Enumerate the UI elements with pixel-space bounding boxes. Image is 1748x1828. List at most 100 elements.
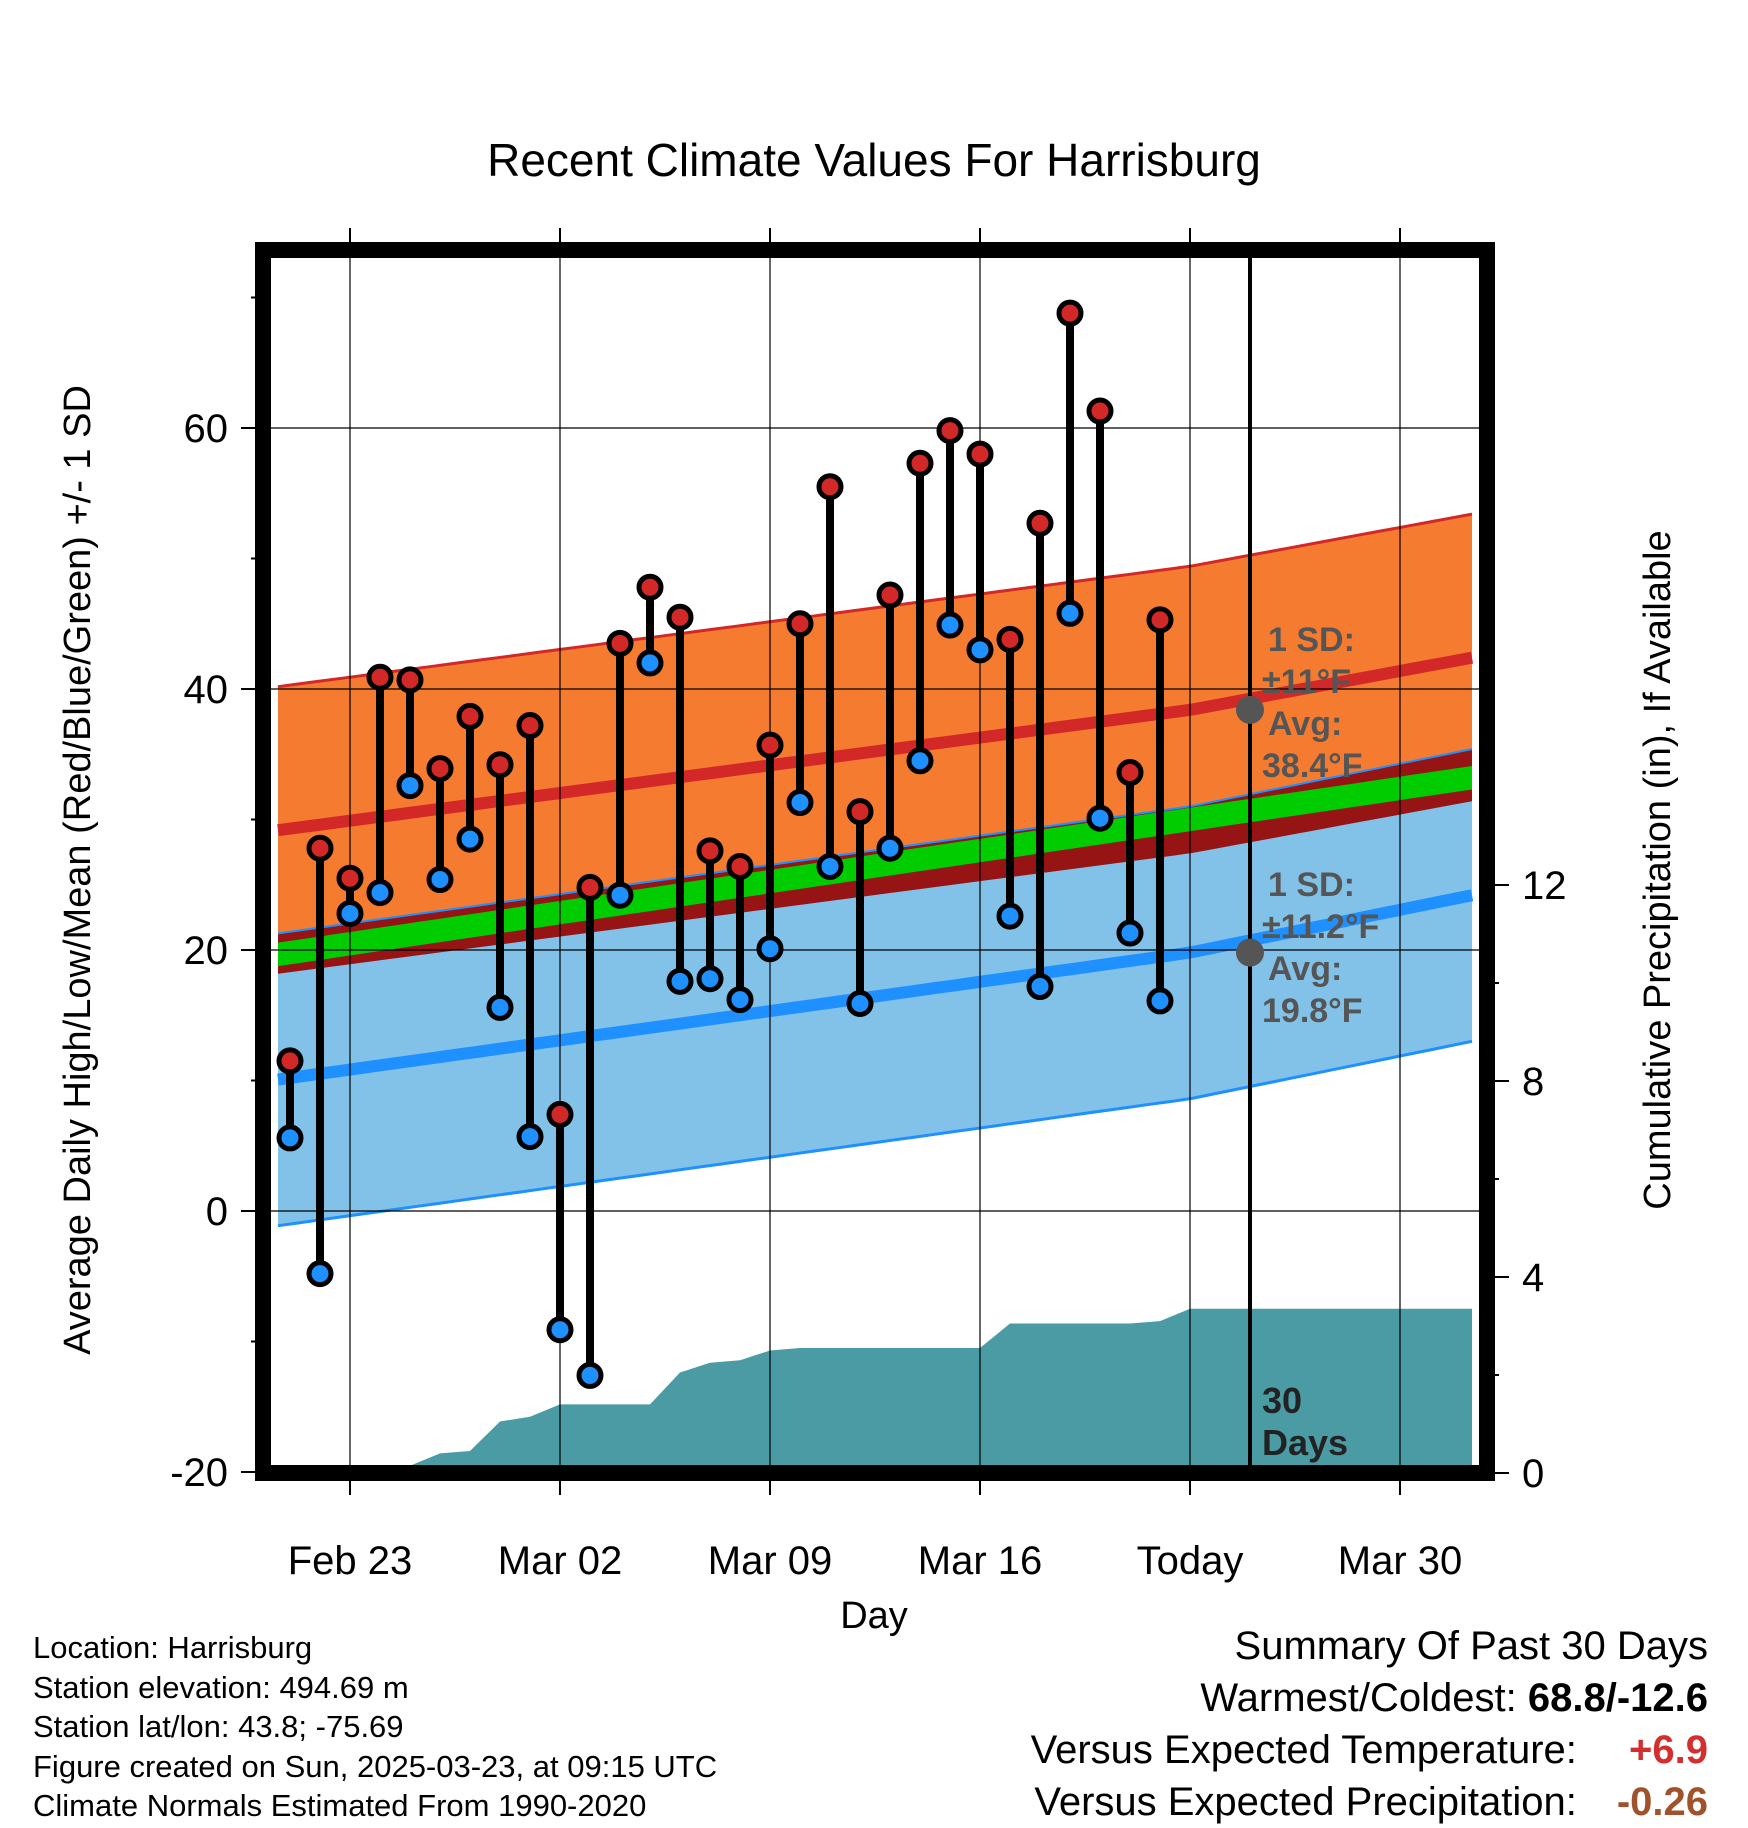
daily-high-point	[1146, 606, 1174, 634]
high-annot-1: ±11°F	[1262, 663, 1351, 701]
station-info: Location: Harrisburg Station elevation: …	[33, 1628, 717, 1826]
x-axis-label: Day	[840, 1595, 908, 1637]
daily-high-point	[1116, 759, 1144, 787]
daily-low-point	[636, 649, 664, 677]
low-annot-1: ±11.2°F	[1262, 908, 1379, 946]
daily-high-point	[696, 837, 724, 865]
y2-axis-label: Cumulative Precipitation (in), If Availa…	[1637, 530, 1679, 1209]
daily-low-point	[336, 899, 364, 927]
y-tick-label: 40	[184, 668, 229, 712]
daily-low-point	[426, 866, 454, 894]
daily-low-point	[606, 881, 634, 909]
daily-low-point	[1116, 919, 1144, 947]
daily-low-point	[786, 789, 814, 817]
high-annot-3: 38.4°F	[1262, 747, 1363, 785]
daily-high-point	[756, 731, 784, 759]
x-tick-label: Mar 09	[708, 1539, 833, 1583]
warm-cold-row: Warmest/Coldest: 68.8/-12.6	[1031, 1672, 1708, 1724]
daily-high-point	[396, 666, 424, 694]
x-tick-label: Feb 23	[288, 1539, 413, 1583]
daily-high-point	[846, 798, 874, 826]
daily-high-point	[426, 755, 454, 783]
avg-high-marker	[1236, 695, 1264, 724]
high-annot-2: Avg:	[1268, 705, 1342, 743]
low-annot-0: 1 SD:	[1268, 866, 1355, 904]
daily-low-point	[1146, 987, 1174, 1015]
daily-low-point	[276, 1124, 304, 1152]
low-sd-upper-line	[277, 748, 1473, 935]
daily-high-point	[606, 629, 634, 657]
daily-high-point	[1086, 397, 1114, 425]
daily-points	[276, 299, 1174, 1389]
daily-high-point	[936, 417, 964, 445]
daily-high-point	[816, 473, 844, 501]
daily-low-point	[366, 879, 394, 907]
daily-high-point	[576, 873, 604, 901]
elevation-text: Station elevation: 494.69 m	[33, 1669, 409, 1705]
created-text: Figure created on Sun, 2025-03-23, at 09…	[33, 1748, 718, 1784]
daily-low-point	[756, 935, 784, 963]
daily-low-point	[996, 902, 1024, 930]
x-tick-label: Mar 30	[1338, 1539, 1463, 1583]
precip-row: Versus Expected Precipitation: -0.26	[1031, 1776, 1708, 1828]
daily-low-point	[396, 772, 424, 800]
x-tick-label: Today	[1137, 1539, 1244, 1583]
daily-low-point	[1056, 599, 1084, 627]
plot-frame	[255, 242, 1495, 1481]
daily-low-point	[1086, 804, 1114, 832]
mean-band	[278, 766, 1472, 967]
daily-high-point	[726, 852, 754, 880]
temp-value: +6.9	[1629, 1728, 1708, 1772]
normal-high-line	[277, 651, 1474, 837]
warm-cold-value: 68.8/-12.6	[1527, 1676, 1708, 1720]
daily-high-point	[636, 573, 664, 601]
daily-low-point	[936, 611, 964, 639]
daily-low-point	[846, 990, 874, 1018]
precip-area	[263, 1308, 1472, 1473]
daily-high-point	[516, 712, 544, 740]
daily-low-point	[546, 1316, 574, 1344]
low-annot-2: Avg:	[1268, 950, 1342, 988]
y-tick-label: 0	[206, 1190, 228, 1234]
precip-label: Versus Expected Precipitation:	[1034, 1780, 1577, 1824]
daily-low-point	[576, 1361, 604, 1389]
daily-low-point	[516, 1123, 544, 1151]
daily-high-point	[666, 603, 694, 631]
y-tick-label: 20	[184, 929, 229, 973]
y-tick-label: -20	[170, 1451, 228, 1495]
warm-cold-label: Warmest/Coldest:	[1200, 1676, 1517, 1720]
daily-high-point	[366, 663, 394, 691]
y2-tick-label: 12	[1522, 864, 1567, 908]
high-sd-upper-line	[277, 512, 1473, 689]
y-axis-label: Average Daily High/Low/Mean (Red/Blue/Gr…	[57, 385, 99, 1355]
daily-high-point	[906, 449, 934, 477]
days-unit: Days	[1262, 1422, 1348, 1463]
daily-low-point	[966, 636, 994, 664]
daily-high-point	[786, 610, 814, 638]
location-text: Location: Harrisburg	[33, 1630, 313, 1665]
high-sd-band	[278, 514, 1472, 934]
temp-label: Versus Expected Temperature:	[1030, 1728, 1577, 1772]
daily-high-point	[876, 581, 904, 609]
daily-low-point	[456, 825, 484, 853]
avg-low-marker	[1236, 938, 1264, 967]
precip-value: -0.26	[1616, 1780, 1708, 1824]
daily-high-point	[276, 1047, 304, 1075]
daily-low-point	[696, 965, 724, 993]
normals-text: Climate Normals Estimated From 1990-2020	[33, 1788, 647, 1823]
chart-title: Recent Climate Values For Harrisburg	[487, 134, 1261, 186]
low-annot-3: 19.8°F	[1262, 992, 1363, 1030]
daily-high-point	[1056, 299, 1084, 327]
y-tick-label: 60	[184, 407, 229, 451]
x-tick-label: Mar 16	[918, 1539, 1043, 1583]
daily-low-point	[726, 986, 754, 1014]
latlon-text: Station lat/lon: 43.8; -75.69	[33, 1709, 404, 1744]
daily-low-point	[666, 967, 694, 995]
daily-high-point	[546, 1100, 574, 1128]
days-count: 30	[1262, 1380, 1302, 1421]
low-sd-lower-line	[277, 1039, 1473, 1228]
summary-title: Summary Of Past 30 Days	[1234, 1624, 1708, 1668]
